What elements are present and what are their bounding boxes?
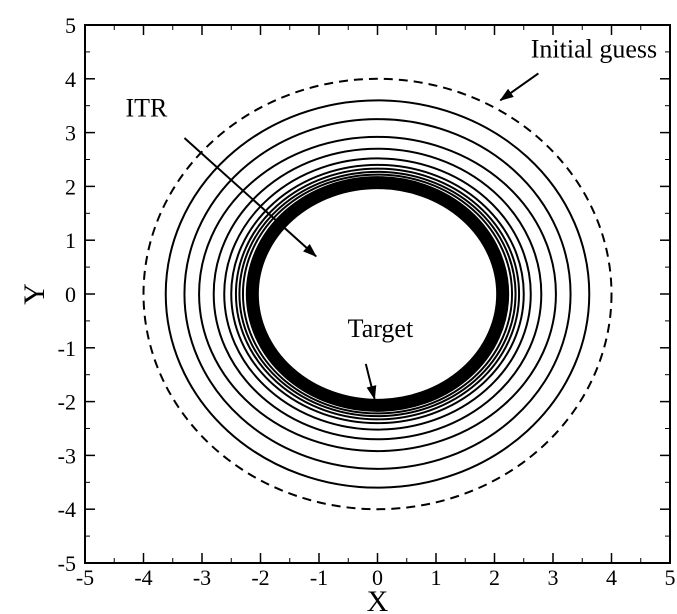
annotations-group: Initial guess ITR Target bbox=[125, 34, 657, 400]
itr-label: ITR bbox=[125, 93, 168, 122]
x-tick-label: 2 bbox=[489, 565, 500, 590]
curves-group bbox=[142, 77, 613, 511]
x-tick-label: 5 bbox=[665, 565, 676, 590]
initial-guess-arrow bbox=[499, 72, 539, 102]
y-tick-label: 0 bbox=[65, 282, 76, 307]
x-tick-label: -3 bbox=[193, 565, 211, 590]
x-tick-label: 3 bbox=[548, 565, 559, 590]
target-arrow bbox=[364, 363, 377, 400]
y-tick-label: 4 bbox=[65, 67, 76, 92]
y-tick-label: 1 bbox=[65, 228, 76, 253]
x-tick-label: 1 bbox=[431, 565, 442, 590]
ticks-group: -5 -4 -3 -2 -1 0 1 2 3 4 5 -5 -4 -3 -2 -1 0 1 2 3 4 5 bbox=[58, 13, 676, 590]
y-tick-label: 2 bbox=[65, 174, 76, 199]
x-tick-label: -1 bbox=[310, 565, 328, 590]
x-axis-label: X bbox=[367, 585, 389, 614]
x-tick-label: -4 bbox=[134, 565, 152, 590]
iteration-contour-5 bbox=[223, 157, 532, 431]
target-label: Target bbox=[348, 314, 414, 343]
y-tick-label: 3 bbox=[65, 121, 76, 146]
x-tick-label: 4 bbox=[606, 565, 617, 590]
initial-guess-label: Initial guess bbox=[531, 34, 657, 63]
y-tick-label: -1 bbox=[58, 336, 76, 361]
iteration-contour-4 bbox=[212, 147, 543, 441]
plot-frame bbox=[84, 24, 671, 564]
target-contour bbox=[245, 176, 510, 412]
itr-arrow bbox=[183, 137, 317, 258]
iteration-contour-1 bbox=[164, 99, 591, 489]
iteration-contour-8 bbox=[238, 170, 517, 418]
iteration-contour-6 bbox=[230, 163, 525, 425]
x-tick-label: 0 bbox=[372, 565, 383, 590]
y-tick-label: -5 bbox=[58, 551, 76, 576]
y-tick-label: -3 bbox=[58, 443, 76, 468]
x-tick-label: -2 bbox=[251, 565, 269, 590]
x-tick-label: -5 bbox=[76, 565, 94, 590]
y-tick-label: 5 bbox=[65, 13, 76, 38]
y-tick-label: -4 bbox=[58, 497, 76, 522]
initial-guess-contour bbox=[142, 77, 613, 511]
iteration-contour-7 bbox=[234, 167, 521, 421]
y-axis-label: Y bbox=[18, 283, 51, 305]
y-tick-label: -2 bbox=[58, 390, 76, 415]
iteration-contour-9 bbox=[241, 173, 514, 415]
iteration-contour-3 bbox=[198, 135, 557, 453]
iteration-contour-2 bbox=[183, 118, 572, 470]
